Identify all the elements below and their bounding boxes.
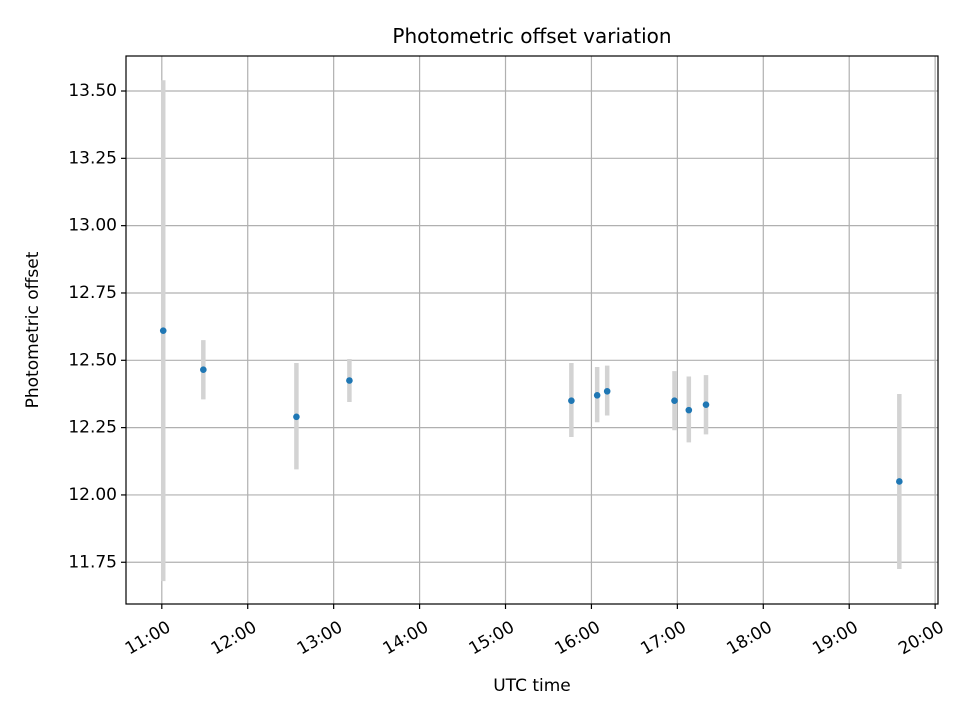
- y-tick-label: 12.75: [68, 283, 117, 303]
- y-axis-label: Photometric offset: [23, 251, 43, 408]
- data-point: [200, 366, 207, 374]
- y-tick-label: 12.00: [68, 485, 117, 505]
- y-tick-label: 13.25: [68, 148, 117, 168]
- data-point: [293, 413, 300, 421]
- data-points: [159, 327, 903, 485]
- plot-frame: [125, 55, 939, 605]
- y-tick-label: 12.50: [68, 350, 117, 370]
- data-point: [346, 377, 353, 384]
- data-point: [603, 387, 611, 395]
- data-point: [685, 406, 693, 414]
- y-tick-label: 11.75: [68, 552, 117, 572]
- y-tick-label: 13.00: [68, 216, 117, 236]
- data-point: [702, 401, 710, 409]
- y-tick-label: 13.50: [68, 81, 117, 101]
- chart-title: Photometric offset variation: [392, 24, 671, 48]
- plot-area: [126, 56, 938, 604]
- data-point: [568, 397, 575, 404]
- data-point: [671, 397, 678, 404]
- data-point: [593, 392, 601, 399]
- grid-lines: [126, 56, 938, 604]
- x-axis-label: UTC time: [493, 676, 571, 696]
- y-tick-label: 12.25: [68, 418, 117, 438]
- y-axis-ticks: 11.75 12.00 12.25 12.50 12.75 13.00 13.25 13.50: [68, 81, 126, 572]
- data-point: [896, 478, 903, 485]
- data-point: [159, 327, 167, 334]
